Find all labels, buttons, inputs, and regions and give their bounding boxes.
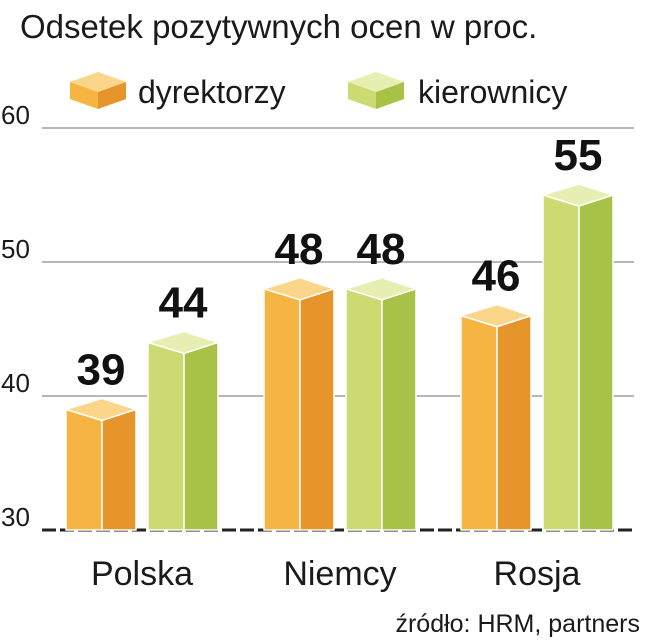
bar-kierownicy-niemcy (345, 277, 417, 531)
bar-side (496, 314, 532, 531)
legend-item-kierownicy: kierownicy (348, 72, 567, 110)
legend-item-dyrektorzy: dyrektorzy (70, 72, 286, 110)
bar-top (263, 277, 335, 301)
legend: dyrektorzy kierownicy (70, 72, 567, 110)
bar-side (183, 341, 219, 531)
value-label: 48 (357, 225, 406, 274)
y-tick-label: 30 (1, 502, 30, 532)
source-note: źródło: HRM, partners (395, 610, 640, 638)
bar-side (578, 194, 614, 531)
bar-front (460, 314, 498, 531)
chart-title: Odsetek pozytywnych ocen w proc. (20, 8, 537, 45)
grid: 30 40 50 60 (1, 100, 634, 532)
legend-swatch-kierownicy (348, 72, 404, 109)
bar-top (345, 277, 417, 301)
bar-top (65, 397, 137, 422)
legend-label-kierownicy: kierownicy (418, 74, 567, 110)
value-label: 44 (159, 278, 208, 327)
y-tick-label: 40 (1, 368, 30, 398)
bar-kierownicy-rosja (542, 183, 614, 531)
bar-dyrektorzy-polska (65, 397, 137, 531)
bar-dyrektorzy-rosja (460, 303, 532, 531)
value-labels: 39 44 48 48 46 55 (77, 131, 603, 394)
value-label: 46 (472, 252, 521, 301)
bar-front (542, 194, 580, 531)
bar-front (263, 288, 301, 531)
legend-label-dyrektorzy: dyrektorzy (138, 74, 286, 110)
y-tick-label: 60 (1, 100, 30, 130)
bar-side (101, 408, 137, 531)
value-label: 39 (77, 345, 126, 394)
bar-side (381, 288, 417, 531)
category-label: Rosja (494, 555, 581, 593)
bar-top (147, 330, 219, 355)
bar-side (299, 288, 335, 531)
bar-top (460, 303, 532, 328)
bar-front (147, 341, 185, 531)
y-tick-label: 50 (1, 234, 30, 264)
value-label: 48 (275, 225, 324, 274)
bar-kierownicy-polska (147, 330, 219, 531)
bar-front (345, 288, 383, 531)
category-labels: Polska Niemcy Rosja (91, 555, 581, 593)
legend-swatch-dyrektorzy (70, 72, 126, 109)
bar-top (542, 183, 614, 207)
category-label: Polska (91, 555, 193, 593)
category-label: Niemcy (283, 555, 396, 593)
value-label: 55 (554, 131, 603, 180)
bar-front (65, 408, 103, 531)
bar-dyrektorzy-niemcy (263, 277, 335, 531)
bars (65, 183, 614, 531)
